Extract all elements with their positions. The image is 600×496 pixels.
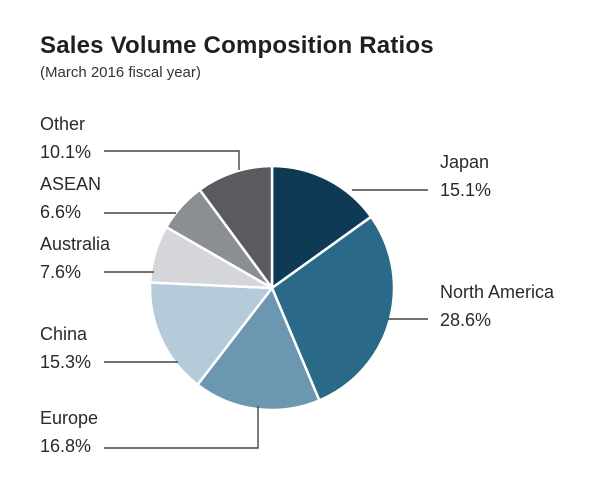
leader-line-europe: [104, 406, 259, 449]
label-australia-name: Australia: [40, 234, 111, 254]
leader-lines: [104, 150, 428, 449]
leader-line-other: [104, 150, 240, 170]
label-australia: Australia 7.6%: [40, 230, 110, 286]
label-asean: ASEAN 6.6%: [40, 170, 101, 226]
pie-slices: [148, 164, 396, 412]
label-other-value: 10.1%: [40, 142, 92, 162]
pie-slice-europe: [196, 286, 321, 412]
label-other: Other 10.1%: [40, 110, 91, 166]
label-asean-value: 6.6%: [40, 202, 82, 222]
label-asean-name: ASEAN: [40, 174, 102, 194]
label-japan-value: 15.1%: [440, 180, 492, 200]
label-china-value: 15.3%: [40, 352, 92, 372]
label-europe-value: 16.8%: [40, 436, 92, 456]
label-china: China 15.3%: [40, 320, 91, 376]
label-japan: Japan 15.1%: [440, 148, 491, 204]
chart-title: Sales Volume Composition Ratios: [40, 32, 434, 59]
pie-slice-north-america: [270, 215, 396, 402]
pie-slice-other: [198, 164, 274, 290]
pie-slice-japan: [270, 164, 373, 290]
label-australia-value: 7.6%: [40, 262, 82, 282]
pie-slice-china: [148, 281, 274, 386]
chart-subtitle: (March 2016 fiscal year): [40, 64, 201, 81]
label-north-america: North America 28.6%: [440, 278, 554, 334]
label-china-name: China: [40, 324, 88, 344]
label-north-america-name: North America: [440, 282, 555, 302]
label-japan-name: Japan: [440, 152, 490, 172]
label-europe: Europe 16.8%: [40, 404, 98, 460]
label-other-name: Other: [40, 114, 86, 134]
label-north-america-value: 28.6%: [440, 310, 492, 330]
label-europe-name: Europe: [40, 408, 99, 428]
